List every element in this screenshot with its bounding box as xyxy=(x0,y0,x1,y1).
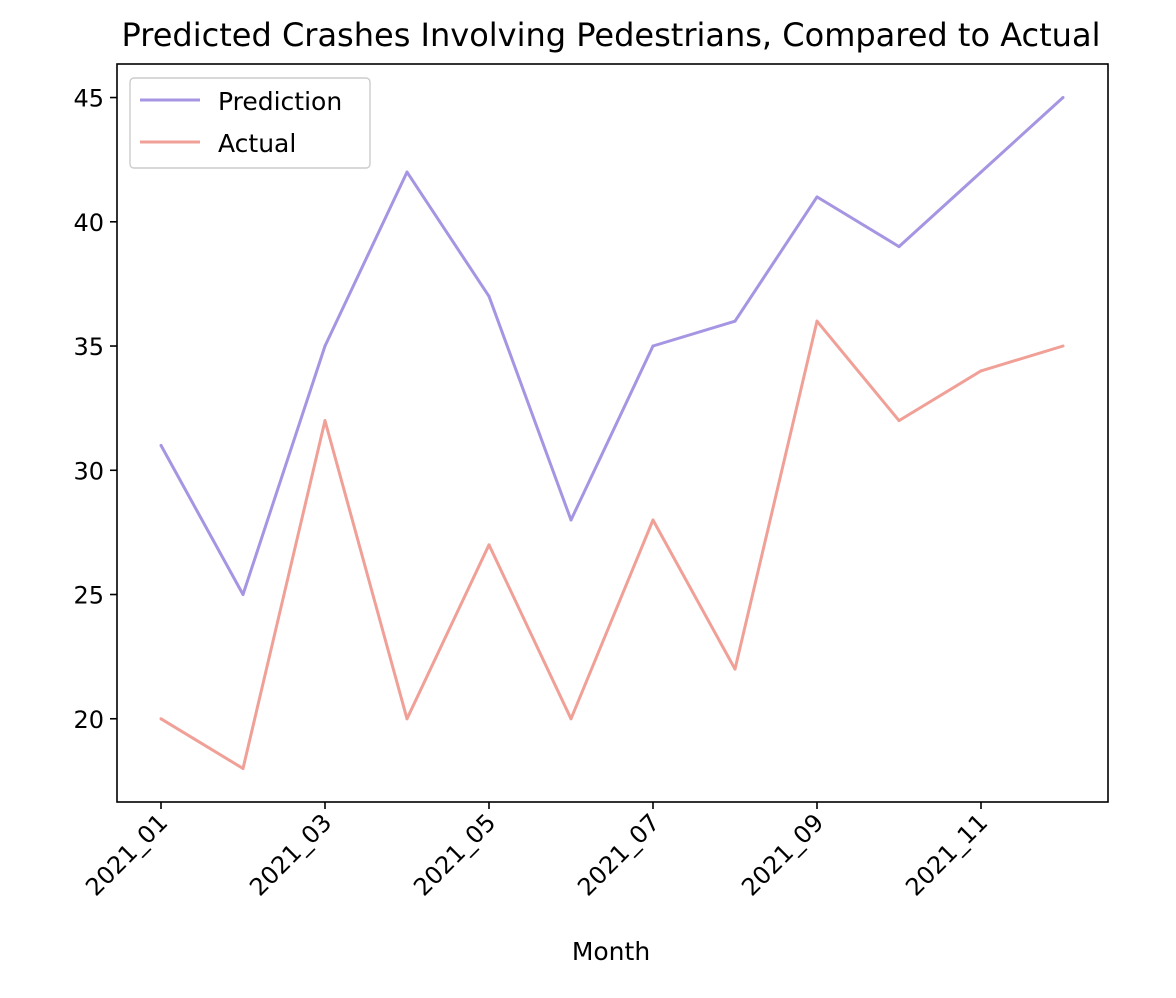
data-point-actual xyxy=(815,319,819,323)
y-axis: 20 25 30 35 40 45 xyxy=(73,85,117,734)
data-point-actual xyxy=(405,717,409,721)
data-point-prediction xyxy=(815,195,819,199)
y-tick-label: 20 xyxy=(73,706,104,734)
series-layer xyxy=(159,96,1065,770)
y-tick-label: 35 xyxy=(73,333,104,361)
data-point-actual xyxy=(897,419,901,423)
data-point-prediction xyxy=(241,593,245,597)
data-point-actual xyxy=(241,766,245,770)
legend-label-actual: Actual xyxy=(218,129,296,158)
data-point-prediction xyxy=(733,319,737,323)
data-point-actual xyxy=(979,369,983,373)
legend-label-prediction: Prediction xyxy=(218,87,342,116)
y-tick-label: 40 xyxy=(73,209,104,237)
data-point-prediction xyxy=(405,170,409,174)
data-point-prediction xyxy=(159,443,163,447)
data-point-prediction xyxy=(979,170,983,174)
data-point-actual xyxy=(1061,344,1065,348)
data-point-actual xyxy=(487,543,491,547)
data-point-prediction xyxy=(897,245,901,249)
data-point-actual xyxy=(569,717,573,721)
y-tick-label: 45 xyxy=(73,85,104,113)
data-point-prediction xyxy=(569,518,573,522)
x-axis-label: Month xyxy=(572,937,650,966)
legend: Prediction Actual xyxy=(129,77,371,169)
y-tick-label: 25 xyxy=(73,582,104,610)
data-point-actual xyxy=(323,419,327,423)
y-tick-label: 30 xyxy=(73,457,104,485)
data-point-prediction xyxy=(1061,96,1065,100)
data-point-prediction xyxy=(323,344,327,348)
legend-entry-prediction: Prediction xyxy=(140,87,342,116)
data-point-prediction xyxy=(487,294,491,298)
series-line-prediction xyxy=(159,96,1065,596)
series-line-actual xyxy=(160,319,1064,770)
data-point-actual xyxy=(159,717,163,721)
data-point-actual xyxy=(651,518,655,522)
chart-title: Predicted Crashes Involving Pedestrians,… xyxy=(122,16,1101,54)
data-point-actual xyxy=(733,667,737,671)
plot-frame xyxy=(116,63,1109,803)
data-point-prediction xyxy=(651,344,655,348)
legend-entry-actual: Actual xyxy=(140,129,296,158)
